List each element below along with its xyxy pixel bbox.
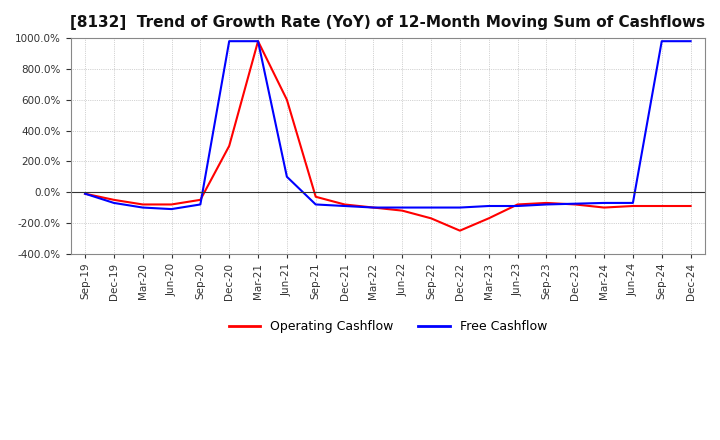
Operating Cashflow <box>196 197 204 202</box>
Free Cashflow <box>686 39 695 44</box>
Operating Cashflow <box>542 200 551 205</box>
Free Cashflow <box>398 205 407 210</box>
Free Cashflow <box>657 39 666 44</box>
Operating Cashflow <box>138 202 147 207</box>
Free Cashflow <box>369 205 378 210</box>
Free Cashflow <box>311 202 320 207</box>
Operating Cashflow <box>167 202 176 207</box>
Free Cashflow <box>600 200 608 205</box>
Title: [8132]  Trend of Growth Rate (YoY) of 12-Month Moving Sum of Cashflows: [8132] Trend of Growth Rate (YoY) of 12-… <box>71 15 706 30</box>
Free Cashflow <box>456 205 464 210</box>
Operating Cashflow <box>109 197 118 202</box>
Free Cashflow <box>485 203 493 209</box>
Operating Cashflow <box>600 205 608 210</box>
Free Cashflow <box>427 205 436 210</box>
Operating Cashflow <box>225 143 233 149</box>
Line: Free Cashflow: Free Cashflow <box>85 41 690 209</box>
Operating Cashflow <box>657 203 666 209</box>
Free Cashflow <box>196 202 204 207</box>
Free Cashflow <box>542 202 551 207</box>
Operating Cashflow <box>398 208 407 213</box>
Free Cashflow <box>81 191 89 196</box>
Operating Cashflow <box>686 203 695 209</box>
Free Cashflow <box>341 203 349 209</box>
Operating Cashflow <box>571 202 580 207</box>
Legend: Operating Cashflow, Free Cashflow: Operating Cashflow, Free Cashflow <box>224 315 552 338</box>
Operating Cashflow <box>311 194 320 199</box>
Operating Cashflow <box>81 191 89 196</box>
Line: Operating Cashflow: Operating Cashflow <box>85 41 690 231</box>
Operating Cashflow <box>282 97 291 103</box>
Operating Cashflow <box>427 216 436 221</box>
Operating Cashflow <box>485 216 493 221</box>
Free Cashflow <box>138 205 147 210</box>
Operating Cashflow <box>341 202 349 207</box>
Operating Cashflow <box>369 205 378 210</box>
Free Cashflow <box>513 203 522 209</box>
Free Cashflow <box>571 201 580 206</box>
Free Cashflow <box>629 200 637 205</box>
Free Cashflow <box>225 39 233 44</box>
Operating Cashflow <box>629 203 637 209</box>
Free Cashflow <box>109 200 118 205</box>
Free Cashflow <box>167 206 176 212</box>
Operating Cashflow <box>456 228 464 233</box>
Operating Cashflow <box>253 39 262 44</box>
Free Cashflow <box>253 39 262 44</box>
Operating Cashflow <box>513 202 522 207</box>
Free Cashflow <box>282 174 291 180</box>
